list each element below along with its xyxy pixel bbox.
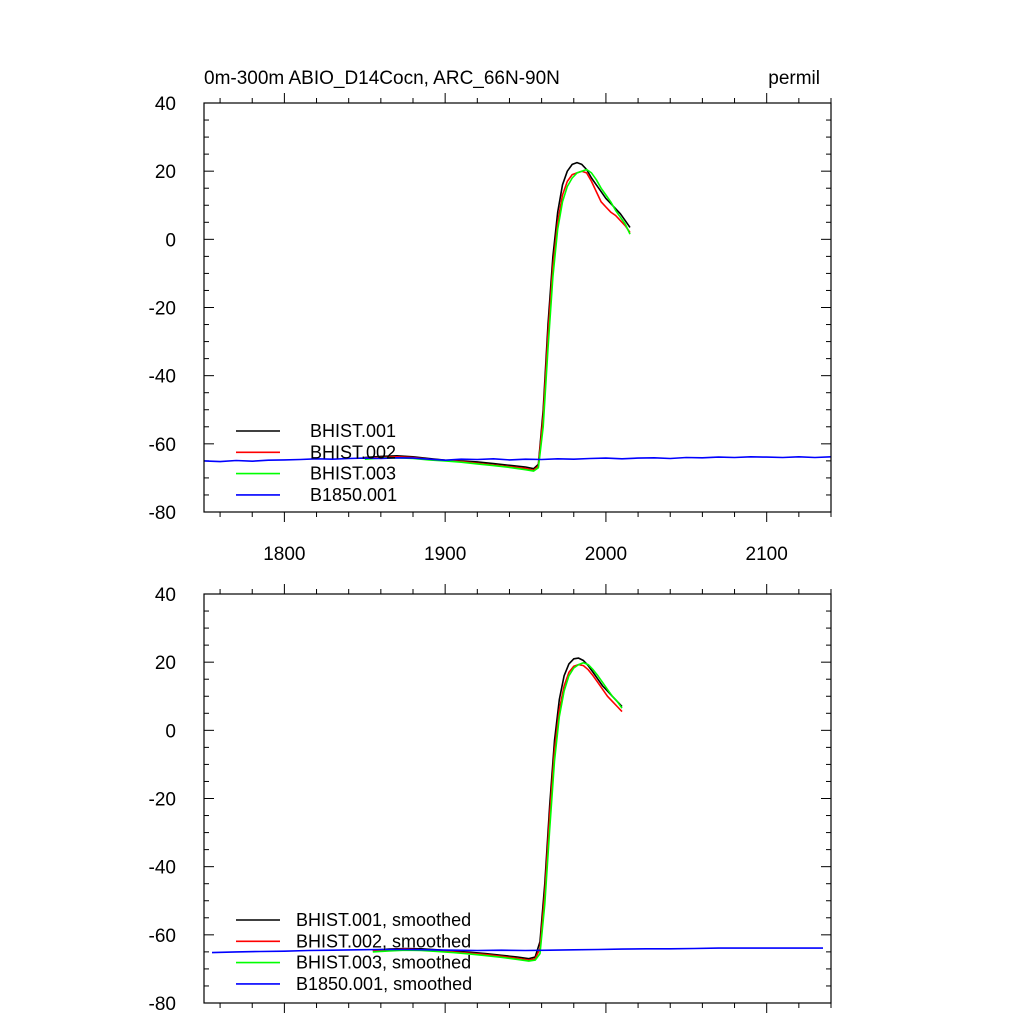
series-lines-top	[203, 161, 832, 472]
panel-title-right: permil	[768, 68, 820, 89]
y-tick-label: -80	[149, 994, 176, 1015]
series-line-bhist-003	[364, 168, 631, 472]
y-tick-label: -20	[149, 299, 176, 320]
series-line-b1850-001	[211, 947, 823, 954]
y-tick-label: 20	[155, 653, 176, 674]
panel-title-left: 0m-300m ABIO_D14Cocn, ARC_66N-90N	[204, 68, 560, 89]
legend-label: BHIST.002	[310, 442, 396, 462]
legend-label: BHIST.003, smoothed	[296, 953, 471, 973]
y-tick-label: 0	[165, 721, 176, 742]
legend-label: BHIST.001, smoothed	[296, 910, 471, 930]
plot-frame-top	[203, 102, 832, 513]
legend-label: BHIST.002, smoothed	[296, 931, 471, 951]
y-tick-label: -20	[149, 790, 176, 811]
y-tick-label: 0	[165, 230, 176, 251]
series-line-b1850-001	[203, 455, 832, 463]
legend-label: B1850.001	[310, 485, 397, 505]
series-lines-bottom	[211, 657, 823, 962]
legend-label: BHIST.003	[310, 464, 396, 484]
series-line-bhist-003	[372, 661, 623, 962]
legend-label: BHIST.001	[310, 421, 396, 441]
y-tick-label: -40	[149, 367, 176, 388]
x-tick-label: 1900	[424, 544, 466, 565]
y-tick-label: 40	[155, 94, 176, 115]
x-tick-label: 2000	[585, 544, 627, 565]
y-tick-label: 20	[155, 162, 176, 183]
x-tick-label: 2100	[746, 544, 788, 565]
y-tick-label: -60	[149, 926, 176, 947]
y-tick-label: 40	[155, 585, 176, 606]
y-tick-label: -40	[149, 858, 176, 879]
legend-label: B1850.001, smoothed	[296, 974, 472, 994]
y-tick-label: -60	[149, 435, 176, 456]
x-tick-label: 1800	[263, 544, 305, 565]
y-tick-label: -80	[149, 503, 176, 524]
top-panel: 0m-300m ABIO_D14Cocn, ARC_66N-90N permil…	[149, 68, 832, 565]
axes-top: -80 -60 -40 -20 0 20 40 1800 1900 2000 2100	[149, 93, 832, 565]
plot-frame-bottom	[203, 593, 832, 1004]
